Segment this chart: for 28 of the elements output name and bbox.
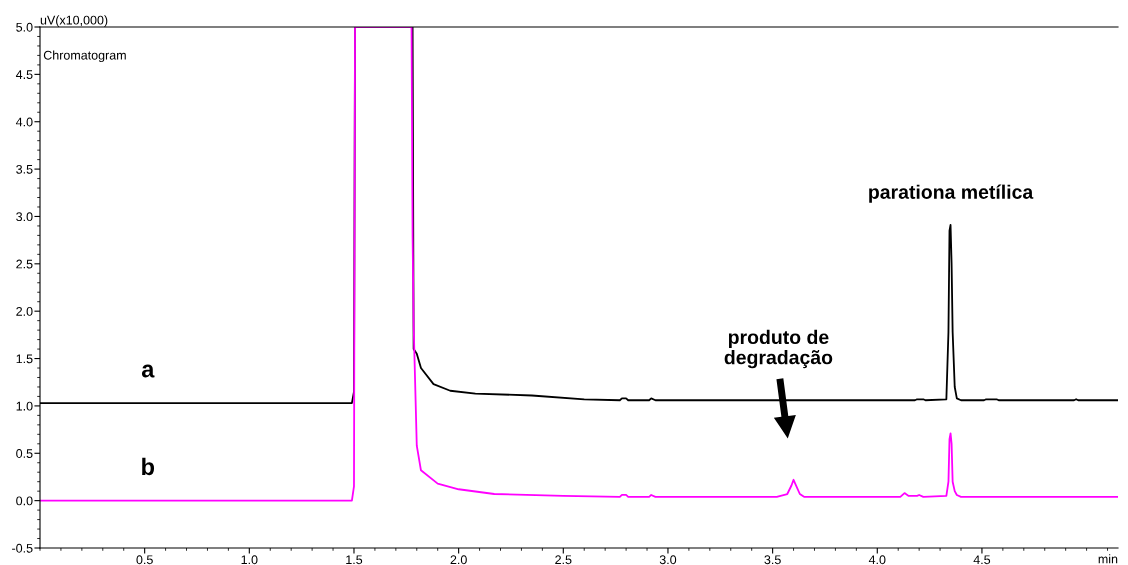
x-tick-label: 2.0 [450,555,467,565]
y-tick-label: 1.0 [16,401,33,411]
x-tick-label: 3.0 [659,555,677,565]
y-tick-label: 4.0 [15,117,33,127]
x-tick-label: 3.5 [764,555,781,565]
x-tick-label: 2.5 [555,555,572,565]
y-tick-label: 0.5 [16,449,33,458]
x-tick-label: 4.0 [868,555,886,565]
y-tick-label: -0.5 [12,543,33,553]
y-tick-label: 0.0 [16,496,33,506]
x-tick-label: 0.5 [136,555,153,565]
y-tick-label: 3.0 [16,212,33,222]
x-tick-label: 4.5 [973,555,991,565]
x-tick-label: 1.0 [241,555,258,565]
y-tick-label: 2.5 [16,259,33,269]
x-axis-title: min [1098,554,1118,564]
y-tick-label: 3.5 [16,164,33,174]
y-axis-title: uV(x10,000) [40,15,108,27]
annotation: produto de degradação [724,329,833,369]
x-tick-label: 1.5 [346,555,363,565]
series-label: b [142,457,155,476]
y-tick-label: 1.5 [16,354,33,364]
series-label: a [141,364,155,378]
annotation: parationa metílica [869,184,1034,203]
annotation: Chromatogram [43,50,126,63]
y-tick-label: 5.0 [16,22,33,32]
y-tick-label: 4.5 [15,70,33,80]
y-tick-label: 2.0 [16,306,33,316]
